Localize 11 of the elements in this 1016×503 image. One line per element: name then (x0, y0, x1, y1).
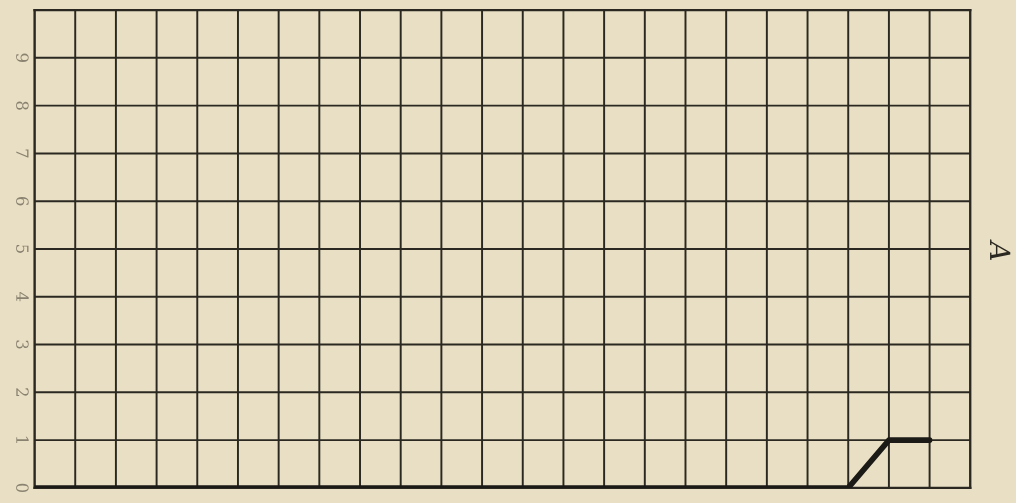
y-tick-label: 5 (16, 245, 29, 253)
y-tick-label: 4 (16, 291, 29, 302)
y-tick-label: 7 (16, 149, 29, 158)
y-tick-label: 1 (16, 436, 29, 444)
y-tick-label: 8 (16, 101, 29, 110)
text: A (990, 239, 1011, 261)
y-tick-label: 3 (16, 340, 29, 349)
y-tick-label: 9 (16, 53, 29, 63)
y-tick-label: 2 (16, 388, 29, 397)
y-tick-label: 0 (16, 483, 29, 493)
y-tick-label: 6 (16, 197, 29, 206)
